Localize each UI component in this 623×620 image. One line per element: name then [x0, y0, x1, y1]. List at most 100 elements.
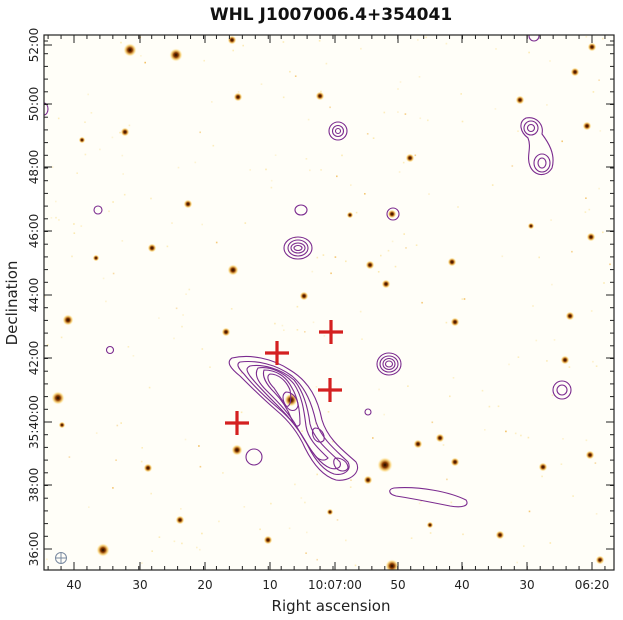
noise-speck — [562, 438, 564, 440]
contour-compact-east — [376, 352, 402, 376]
optical-source — [435, 433, 445, 443]
noise-speck — [602, 231, 604, 234]
noise-speck — [387, 249, 390, 252]
noise-speck — [561, 140, 563, 143]
noise-speck — [372, 437, 374, 439]
radio-contours — [44, 35, 572, 508]
noise-speck — [84, 153, 87, 156]
noise-speck — [194, 161, 197, 164]
optical-source — [450, 317, 460, 327]
noise-speck — [88, 506, 90, 508]
noise-speck — [201, 532, 203, 535]
noise-speck — [404, 113, 407, 115]
optical-source — [183, 199, 193, 209]
y-tick-labels: 36:00 38:00 35:40:00 42:00 44:00 46:00 4… — [27, 28, 41, 567]
noise-speck — [410, 537, 413, 539]
noise-speck — [102, 277, 105, 280]
noise-speck — [282, 96, 285, 99]
noise-speck — [158, 536, 161, 538]
y-tick-label: 35:40:00 — [27, 395, 41, 449]
noise-speck — [84, 121, 86, 123]
noise-speck — [249, 169, 251, 171]
noise-speck — [364, 193, 366, 195]
noise-speck — [354, 564, 357, 567]
noise-speck — [514, 432, 517, 435]
noise-speck — [418, 502, 421, 505]
noise-speck — [553, 339, 556, 341]
noise-speck — [584, 211, 587, 213]
contour-blob-2 — [386, 207, 400, 221]
noise-speck — [315, 386, 318, 388]
noise-speck — [494, 108, 497, 110]
optical-source — [175, 515, 185, 525]
noise-speck — [300, 497, 303, 499]
noise-speck — [312, 321, 315, 324]
noise-speck — [546, 104, 548, 106]
contour-north-source — [283, 236, 313, 260]
noise-speck — [265, 168, 267, 171]
noise-speck — [185, 293, 187, 295]
noise-speck — [144, 61, 146, 64]
noise-speck — [260, 83, 263, 85]
optical-source — [326, 508, 334, 516]
noise-speck — [463, 298, 466, 300]
noise-speck — [419, 117, 422, 120]
contour-blob-5 — [245, 448, 263, 466]
noise-speck — [383, 413, 385, 416]
optical-source — [570, 67, 580, 77]
optical-source — [147, 243, 157, 253]
noise-speck — [240, 411, 243, 414]
noise-speck — [590, 310, 593, 312]
noise-speck — [484, 429, 486, 431]
noise-speck — [44, 295, 46, 298]
noise-speck — [541, 475, 543, 478]
noise-speck — [105, 300, 107, 303]
optical-source — [538, 462, 548, 472]
x-tick-label: 40 — [66, 578, 81, 592]
noise-speck — [322, 254, 325, 256]
noise-speck — [403, 233, 405, 235]
noise-speck — [122, 173, 124, 175]
optical-source — [385, 559, 399, 570]
noise-speck — [212, 144, 215, 147]
noise-speck — [501, 255, 504, 258]
x-tick-label: 10 — [262, 578, 277, 592]
contour-main-source — [228, 355, 358, 481]
optical-source — [143, 463, 153, 473]
noise-speck — [420, 500, 422, 502]
contour-ne-source — [520, 117, 554, 176]
noise-speck — [592, 91, 595, 93]
noise-speck — [244, 222, 247, 224]
figure-title: WHL J1007006.4+354041 — [210, 5, 452, 25]
noise-speck — [341, 154, 343, 157]
noise-speck — [428, 193, 430, 195]
noise-speck — [188, 288, 191, 291]
optical-source — [315, 91, 325, 101]
noise-speck — [148, 386, 151, 389]
noise-speck — [549, 542, 552, 544]
noise-speck — [595, 365, 598, 367]
noise-speck — [585, 197, 587, 199]
noise-speck — [73, 232, 76, 234]
noise-speck — [270, 186, 273, 189]
noise-speck — [274, 322, 276, 325]
contour-blob-1 — [294, 204, 308, 216]
noise-speck — [51, 166, 54, 168]
noise-speck — [215, 241, 218, 244]
cluster-markers — [225, 320, 343, 435]
noise-speck — [329, 106, 331, 109]
noise-speck — [68, 456, 71, 458]
noise-speck — [425, 36, 427, 39]
optical-source — [363, 475, 373, 485]
contour-blob-6 — [364, 408, 372, 416]
optical-source — [565, 311, 575, 321]
noise-speck — [461, 120, 464, 123]
optical-source — [346, 211, 354, 219]
noise-speck — [394, 265, 397, 268]
x-tick-label: 30 — [519, 578, 534, 592]
contour-blob-4 — [105, 345, 115, 355]
noise-speck — [316, 473, 318, 476]
noise-speck — [196, 546, 198, 549]
noise-speck — [323, 335, 326, 337]
optical-source — [381, 279, 391, 289]
